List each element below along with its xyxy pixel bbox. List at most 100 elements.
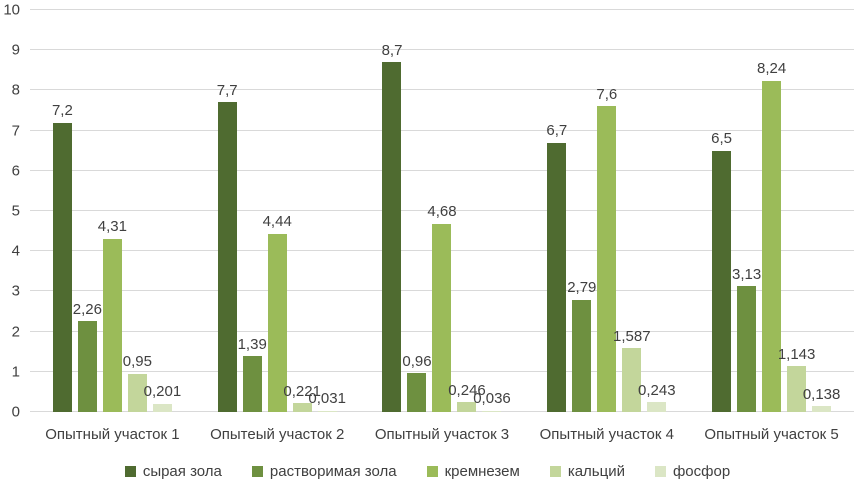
bar (317, 410, 337, 412)
legend-swatch (251, 466, 263, 477)
bar-value-label: 6,7 (546, 122, 568, 140)
gridline (30, 210, 854, 211)
y-tick-label: 0 (11, 403, 20, 421)
bar-value-label: 6,5 (711, 130, 733, 148)
legend-label: сырая зола (142, 463, 222, 480)
legend-swatch (654, 466, 666, 477)
bar (712, 150, 732, 412)
legend-swatch (124, 466, 136, 477)
bar (152, 403, 172, 412)
bar-value-label: 0,201 (143, 383, 182, 401)
bar-value-label: 2,79 (567, 279, 597, 297)
bar-group: 8,7 0,96 4,68 0,246 0,036 (360, 10, 525, 412)
bar-value-label: 0,031 (308, 390, 346, 408)
bar-slot: 3,13 (732, 10, 761, 412)
bar-slot: 1,587 (613, 10, 651, 412)
bar-value-label: 4,44 (262, 213, 292, 231)
x-category-label: Опытный участок 1 (45, 426, 180, 443)
bar-group: 7,2 2,26 4,31 0,95 0,201 (30, 10, 195, 412)
bar-slot: 0,221 (283, 10, 321, 412)
bar-value-label: 7,6 (596, 85, 618, 103)
bar-value-label: 0,243 (638, 381, 676, 399)
y-axis: 0 1 2 3 4 5 6 7 8 9 10 (0, 3, 26, 420)
bar (77, 321, 97, 412)
legend-item: кальций (549, 463, 625, 480)
bar-value-label: 8,24 (756, 60, 787, 78)
bar-slot: 0,031 (308, 10, 346, 412)
legend-label: растворимая зола (269, 463, 397, 480)
x-category-label: Опытный участок 5 (704, 426, 839, 443)
bar (102, 238, 122, 412)
bar-slot: 8,7 (381, 10, 403, 412)
bar-slot: 0,95 (123, 10, 152, 412)
bar (267, 233, 287, 412)
y-tick-label: 6 (11, 162, 20, 180)
legend-label: кальций (567, 463, 625, 480)
bar-slot: 0,138 (803, 10, 840, 412)
bar (382, 62, 402, 412)
bar-value-label: 0,96 (402, 352, 432, 370)
y-tick-label: 1 (11, 363, 20, 381)
legend-item: сырая зола (124, 463, 222, 480)
y-tick-label: 9 (11, 41, 20, 59)
bar-slot: 7,2 (52, 10, 73, 412)
bar-value-label: 0,221 (283, 382, 321, 400)
bar (597, 106, 617, 412)
bar (457, 402, 477, 412)
gridline (30, 169, 854, 171)
y-tick-label: 10 (3, 1, 20, 19)
bar-slot: 1,39 (238, 10, 267, 412)
legend-label: фосфор (672, 463, 731, 480)
bar-value-label: 0,138 (802, 385, 841, 403)
bar-value-label: 8,7 (381, 41, 403, 59)
y-tick-label: 5 (11, 202, 20, 220)
bar-value-label: 0,95 (122, 353, 152, 371)
x-category-label: Опытный участок 4 (539, 426, 674, 443)
bar-slot: 4,68 (427, 10, 457, 412)
legend: сырая зола растворимая зола кремнезем кальц… (0, 463, 855, 480)
y-tick-label: 3 (11, 282, 20, 300)
bar-value-label: 2,26 (72, 300, 102, 318)
bar-group: 6,5 3,13 8,24 1,143 0,138 (689, 10, 854, 412)
bar-slot: 4,44 (263, 10, 292, 412)
bar (622, 348, 642, 412)
bar-slot: 4,31 (98, 10, 127, 412)
bar-slot: 7,6 (596, 10, 618, 412)
bar (242, 356, 262, 412)
bar-value-label: 0,246 (448, 381, 486, 399)
bar (647, 402, 667, 412)
legend-swatch (549, 466, 561, 477)
bar-value-label: 0,036 (473, 390, 511, 408)
bar-slot: 0,201 (144, 10, 181, 412)
bar (127, 373, 147, 412)
bar (787, 366, 807, 412)
legend-item: фосфор (654, 463, 731, 480)
gridline (30, 129, 854, 131)
bar (547, 142, 567, 412)
bar (482, 410, 502, 412)
bar-slot: 6,5 (711, 10, 733, 412)
bar (572, 299, 592, 412)
bar-slot: 6,7 (546, 10, 568, 412)
x-axis-labels: Опытный участок 1 Опытеый участок 2 Опытны… (30, 426, 854, 448)
bar-slot: 0,036 (473, 10, 511, 412)
bar-value-label: 4,31 (97, 218, 127, 236)
gridline (30, 49, 854, 51)
legend-swatch (426, 466, 438, 477)
bar-value-label: 3,13 (731, 265, 762, 283)
legend-label: кремнезем (444, 463, 520, 480)
bar (737, 286, 757, 412)
legend-item: растворимая зола (251, 463, 397, 480)
y-tick-label: 8 (11, 81, 20, 99)
bar (407, 373, 427, 412)
bar-group: 6,7 2,79 7,6 1,587 0,243 (524, 10, 689, 412)
bar (217, 102, 237, 412)
legend-item: кремнезем (426, 463, 520, 480)
bar-value-label: 1,39 (237, 335, 267, 353)
y-tick-label: 2 (11, 323, 20, 341)
bar (292, 403, 312, 412)
bar-slot: 2,26 (73, 10, 102, 412)
bar-slot: 0,243 (638, 10, 676, 412)
x-category-label: Опытный участок 3 (374, 426, 510, 443)
bar (52, 122, 72, 412)
